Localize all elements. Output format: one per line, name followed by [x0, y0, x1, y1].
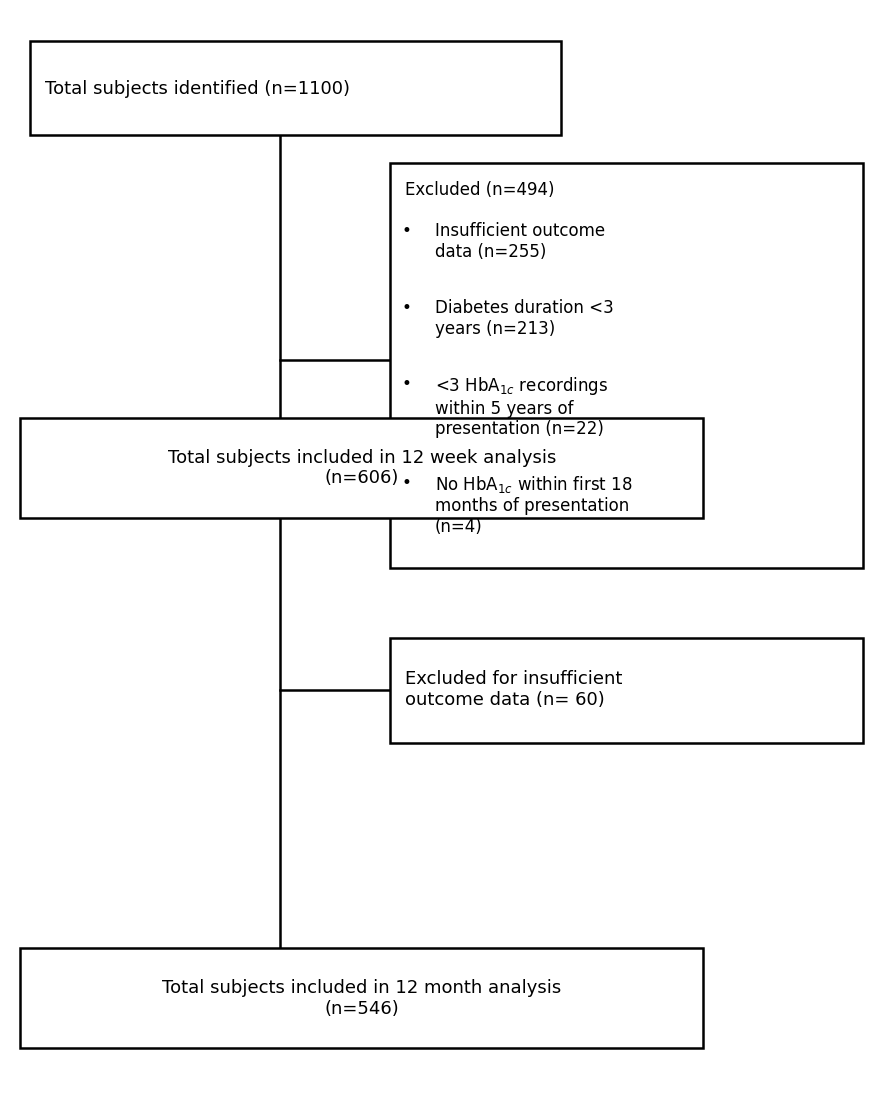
Text: Total subjects identified (n=1100): Total subjects identified (n=1100) — [45, 80, 349, 98]
Text: No HbA$_{1c}$ within first 18
months of presentation
(n=4): No HbA$_{1c}$ within first 18 months of … — [435, 474, 632, 536]
Text: •: • — [401, 474, 411, 491]
Bar — [20, 418, 703, 518]
Text: Excluded (n=494): Excluded (n=494) — [405, 181, 555, 199]
Text: •: • — [401, 375, 411, 393]
Bar — [390, 163, 863, 568]
Text: •: • — [401, 299, 411, 317]
Text: Insufficient outcome
data (n=255): Insufficient outcome data (n=255) — [435, 222, 605, 261]
Text: Total subjects included in 12 week analysis
(n=606): Total subjects included in 12 week analy… — [168, 449, 556, 487]
Bar — [30, 41, 561, 135]
Text: <3 HbA$_{1c}$ recordings
within 5 years of
presentation (n=22): <3 HbA$_{1c}$ recordings within 5 years … — [435, 375, 607, 438]
Text: •: • — [401, 222, 411, 240]
Bar — [20, 948, 703, 1048]
Text: Total subjects included in 12 month analysis
(n=546): Total subjects included in 12 month anal… — [162, 979, 562, 1017]
Bar — [390, 638, 863, 743]
Text: Excluded for insufficient
outcome data (n= 60): Excluded for insufficient outcome data (… — [405, 671, 623, 709]
Text: Diabetes duration <3
years (n=213): Diabetes duration <3 years (n=213) — [435, 299, 613, 338]
